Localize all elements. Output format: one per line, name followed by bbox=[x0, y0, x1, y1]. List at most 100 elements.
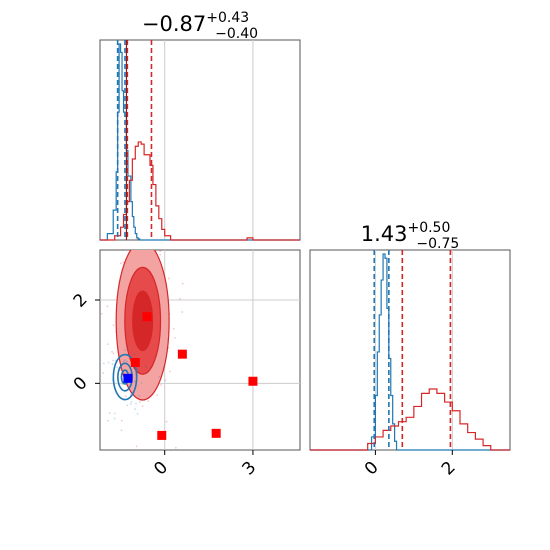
joint-sample-dot bbox=[179, 297, 182, 300]
joint-sample-dot bbox=[112, 324, 115, 327]
joint-sample-dot bbox=[100, 382, 101, 384]
joint-sample-dot bbox=[138, 401, 141, 404]
joint-sample-dot bbox=[112, 359, 115, 362]
joint-contour-blue-0 bbox=[112, 353, 138, 401]
joint-sample-dot bbox=[181, 282, 184, 285]
joint-sample-dot bbox=[159, 250, 162, 253]
y-marginal-title-median: 1.43 bbox=[361, 222, 408, 246]
joint-sample-dot bbox=[120, 429, 123, 432]
joint-sample-dot bbox=[129, 456, 131, 458]
joint-sample-dot bbox=[172, 327, 175, 330]
joint-sample-dot bbox=[125, 395, 127, 398]
joint-sample-dot bbox=[120, 419, 123, 422]
joint-sample-dot bbox=[100, 312, 103, 315]
joint-sample-dot bbox=[135, 402, 137, 405]
joint-sample-dot bbox=[160, 384, 162, 386]
x-marginal-panel: −0.87+0.43 −0.40 bbox=[99, 10, 301, 241]
joint-sample-dot bbox=[147, 400, 150, 402]
joint-sample-dot bbox=[165, 420, 168, 423]
joint-sample-dot bbox=[129, 403, 132, 405]
joint-sample-dot bbox=[107, 419, 109, 422]
joint-sample-dot bbox=[122, 360, 125, 363]
joint-ytick-label-0: 0 bbox=[70, 373, 92, 395]
x-marginal-title-median: −0.87 bbox=[142, 12, 206, 36]
joint-sample-dot bbox=[113, 417, 116, 420]
joint-sample-dot bbox=[126, 404, 129, 407]
joint-content bbox=[53, 241, 258, 466]
joint-sample-dot bbox=[122, 261, 125, 264]
y-marginal-quantiles bbox=[373, 250, 452, 450]
joint-sample-dot bbox=[181, 311, 184, 313]
joint-panel: 0 3 0 2 bbox=[53, 241, 301, 480]
joint-sample-dot bbox=[111, 363, 114, 366]
joint-sample-dot bbox=[159, 253, 162, 256]
joint-sample-dot bbox=[102, 372, 105, 374]
joint-marker-1 bbox=[177, 349, 187, 359]
joint-sample-dot bbox=[97, 353, 99, 355]
joint-sample-dot bbox=[133, 352, 136, 355]
y-marginal-xtick-label-0: 0 bbox=[361, 458, 383, 480]
joint-sample-dot bbox=[111, 350, 113, 353]
joint-sample-dot bbox=[126, 345, 129, 348]
joint-marker-6 bbox=[123, 373, 133, 383]
joint-ytick-label-1: 2 bbox=[70, 290, 92, 312]
x-marginal-title: −0.87+0.43 −0.40 bbox=[142, 10, 258, 42]
x-marginal-grid bbox=[164, 40, 254, 240]
joint-sample-dot bbox=[116, 366, 119, 369]
y-marginal-hist-1 bbox=[310, 388, 510, 451]
joint-marker-4 bbox=[157, 430, 167, 440]
joint-xtick-label-1: 3 bbox=[239, 458, 261, 480]
joint-sample-dot bbox=[169, 370, 171, 373]
joint-sample-dot bbox=[167, 277, 170, 280]
joint-sample-dot bbox=[134, 380, 136, 383]
joint-sample-dot bbox=[130, 391, 132, 394]
joint-sample-dot bbox=[132, 394, 135, 397]
joint-sample-dot bbox=[119, 262, 122, 265]
joint-sample-dot bbox=[113, 412, 116, 415]
joint-sample-dot bbox=[174, 446, 177, 449]
joint-sample-dot bbox=[130, 400, 133, 403]
joint-sample-dot bbox=[140, 382, 143, 384]
joint-sample-dot bbox=[133, 247, 135, 249]
joint-sample-dot bbox=[158, 375, 161, 378]
joint-sample-dot bbox=[144, 365, 147, 368]
x-marginal-title-minus: −0.40 bbox=[215, 26, 258, 42]
joint-sample-dot bbox=[140, 318, 143, 321]
y-marginal-title-minus: −0.75 bbox=[416, 236, 459, 252]
x-marginal-title-plus: +0.43 bbox=[206, 10, 249, 26]
joint-sample-dot bbox=[124, 359, 126, 362]
joint-sample-dot bbox=[174, 336, 177, 339]
y-marginal-frame bbox=[309, 249, 511, 451]
joint-sample-dot bbox=[108, 412, 111, 414]
joint-marker-3 bbox=[248, 376, 258, 386]
joint-marker-2 bbox=[130, 358, 140, 367]
joint-sample-dot bbox=[164, 379, 167, 382]
joint-xtick-label-0: 0 bbox=[150, 458, 172, 480]
joint-sample-dot bbox=[121, 383, 124, 386]
joint-sample-dot bbox=[156, 394, 158, 396]
joint-sample-dot bbox=[107, 242, 109, 244]
joint-sample-dot bbox=[53, 241, 55, 243]
joint-sample-dot bbox=[106, 343, 109, 346]
joint-sample-dot bbox=[141, 405, 144, 408]
y-marginal-title: 1.43+0.50 −0.75 bbox=[361, 220, 460, 252]
x-marginal-frame bbox=[99, 39, 301, 241]
joint-sample-dot bbox=[138, 394, 141, 397]
y-marginal-title-plus: +0.50 bbox=[407, 220, 450, 236]
joint-sample-dot bbox=[106, 305, 109, 308]
joint-sample-dot bbox=[112, 352, 115, 355]
joint-sample-dot bbox=[126, 360, 128, 363]
joint-marker-5 bbox=[211, 428, 221, 438]
y-marginal-xtick-label-1: 2 bbox=[438, 458, 460, 480]
joint-sample-dot bbox=[102, 362, 105, 365]
x-marginal-hist-1 bbox=[100, 141, 300, 241]
y-marginal-hist-0 bbox=[310, 253, 510, 451]
y-marginal-series bbox=[310, 253, 510, 451]
joint-marker-0 bbox=[142, 312, 152, 322]
x-marginal-quantiles bbox=[116, 40, 153, 240]
joint-sample-dot bbox=[121, 464, 123, 466]
joint-sample-dot bbox=[136, 412, 139, 415]
joint-sample-dot bbox=[107, 361, 110, 364]
